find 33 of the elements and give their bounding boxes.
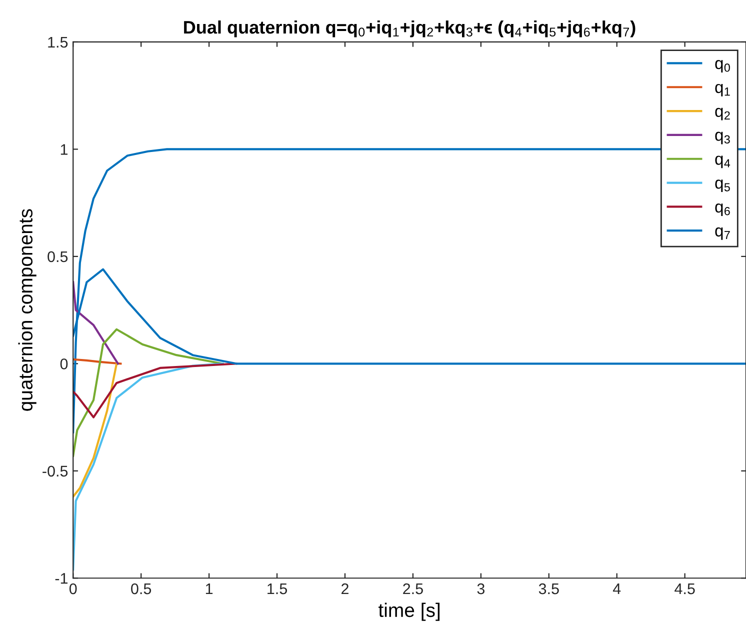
x-tick-label: 3.5 — [538, 583, 559, 594]
x-tick-label: 1 — [206, 584, 213, 594]
legend-label: q$_{1}$ — [715, 84, 730, 96]
legend-label: q$_{3}$ — [715, 132, 730, 144]
chart-title: Dual quaternion q=q$_{0}$+iq$_{1}$+jq$_{2}$+kq$_{3}$+ϵ (q$_{4}$+iq$_{5}$+jq$_{6}$+kq$_{7}$) — [184, 20, 636, 38]
x-tick-label: 4.5 — [674, 584, 695, 594]
y-tick-label: 0.5 — [48, 251, 68, 262]
legend-label: q$_{6}$ — [715, 204, 730, 216]
legend-label: q$_{4}$ — [715, 156, 730, 168]
x-tick-label: 0.5 — [131, 583, 152, 594]
line-series — [73, 362, 238, 418]
legend-label: q$_{5}$ — [715, 180, 730, 192]
x-tick-label: 1.5 — [268, 584, 287, 594]
x-axis-title: time [s] — [378, 602, 440, 621]
x-tick-label: 4 — [612, 584, 621, 594]
y-axis-title: quaternion components — [18, 209, 36, 411]
x-tick-label: 2 — [342, 583, 348, 594]
x-tick-label: 3 — [477, 583, 484, 594]
x-tick-label: 0 — [69, 583, 77, 594]
y-tick-label: -0.5 — [42, 466, 68, 477]
line-series — [73, 281, 120, 365]
y-tick-label: 0 — [60, 358, 68, 370]
legend-label: q$_{0}$ — [715, 60, 730, 72]
line-series — [73, 148, 746, 434]
line-series — [73, 362, 118, 498]
legend-label: q$_{2}$ — [715, 108, 730, 120]
y-tick-label: 1 — [60, 144, 68, 155]
x-tick-label: 2.5 — [403, 583, 423, 594]
line-series — [73, 362, 224, 571]
line-series — [73, 328, 224, 457]
legend-label: q$_{7}$ — [715, 227, 730, 240]
y-tick-label: -1 — [55, 573, 68, 584]
y-tick-label: 1.5 — [48, 37, 68, 48]
